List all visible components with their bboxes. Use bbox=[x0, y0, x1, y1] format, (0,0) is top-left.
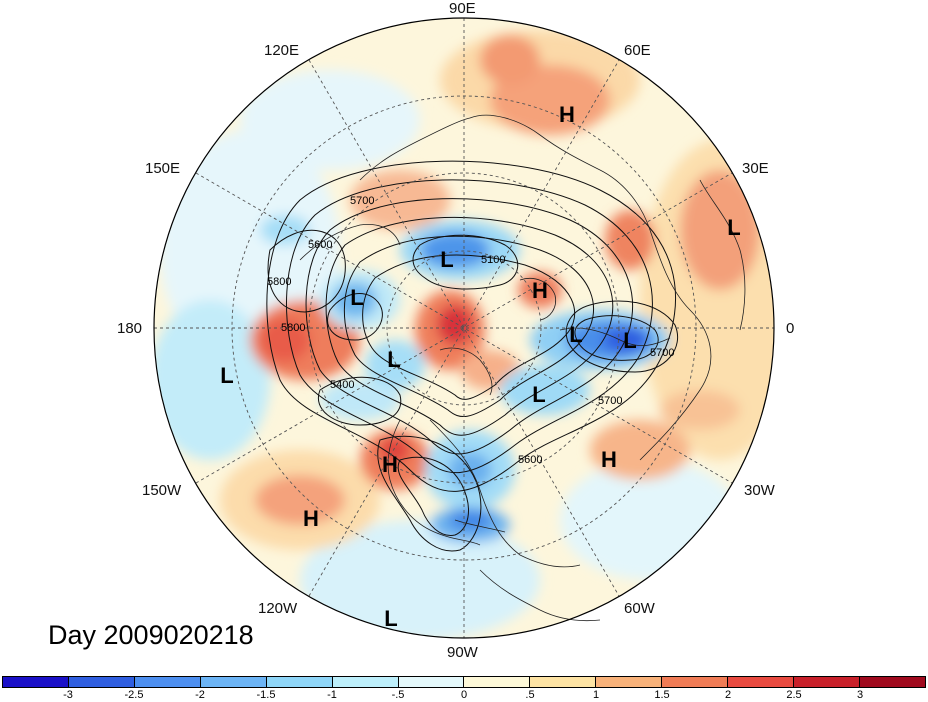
lon-label-180: 180 bbox=[117, 320, 143, 337]
colorbar-segment bbox=[662, 677, 729, 687]
colorbar-tick-label: 3 bbox=[856, 689, 864, 701]
low-pressure-center: L bbox=[727, 215, 741, 240]
contour-label: 5800 bbox=[267, 276, 291, 288]
lon-label-150w: 150W bbox=[142, 482, 182, 499]
colorbar-segment bbox=[134, 677, 201, 687]
contour-label: 5600 bbox=[518, 454, 542, 466]
colorbar-tick-label: -1 bbox=[327, 689, 337, 701]
lon-label-30e: 30E bbox=[742, 160, 769, 177]
low-pressure-center: L bbox=[569, 322, 583, 347]
contour-label: 5700 bbox=[650, 347, 674, 359]
lon-label-60w: 60W bbox=[624, 600, 655, 617]
lon-label-150e: 150E bbox=[145, 160, 181, 177]
high-pressure-center: H bbox=[559, 102, 575, 127]
contour-lines bbox=[266, 160, 679, 552]
contour-label: 5800 bbox=[281, 322, 305, 334]
colorbar-tick-label: 2 bbox=[724, 689, 732, 701]
lon-label-30w: 30W bbox=[744, 482, 775, 499]
colorbar bbox=[2, 676, 926, 688]
colorbar-segment bbox=[3, 677, 69, 687]
contour-value-labels: 5700 5600 5800 5800 5100 5400 5700 5700 … bbox=[267, 195, 674, 466]
colorbar-tick-label: -1.5 bbox=[256, 689, 276, 701]
colorbar-segment bbox=[68, 677, 135, 687]
lon-label-120e: 120E bbox=[264, 42, 300, 59]
polar-map: 5700 5600 5800 5800 5100 5400 5700 5700 … bbox=[153, 17, 775, 639]
colorbar-segment bbox=[398, 677, 465, 687]
colorbar-segment bbox=[859, 677, 925, 687]
colorbar-segment bbox=[200, 677, 267, 687]
colorbar-tick-label: .5 bbox=[525, 689, 535, 701]
graticule bbox=[154, 18, 774, 638]
colorbar-tick-label: -2.5 bbox=[124, 689, 144, 701]
low-pressure-center: L bbox=[532, 382, 546, 407]
contour-label: 5700 bbox=[350, 195, 374, 207]
low-pressure-center: L bbox=[220, 363, 234, 388]
colorbar-tick-label: -.5 bbox=[391, 689, 405, 701]
lon-label-120w: 120W bbox=[258, 600, 298, 617]
high-pressure-center: H bbox=[303, 506, 319, 531]
contour-label: 5700 bbox=[598, 395, 622, 407]
anomaly-field bbox=[154, 18, 774, 638]
colorbar-ticks: -3 -2.5 -2 -1.5 -1 -.5 0 .5 1 1.5 2 2.5 3 bbox=[0, 689, 928, 702]
low-pressure-center: L bbox=[350, 285, 364, 310]
low-pressure-center: L bbox=[384, 606, 398, 631]
colorbar-segment bbox=[530, 677, 597, 687]
lon-label-90e: 90E bbox=[449, 0, 476, 17]
contour-label: 5100 bbox=[481, 254, 505, 266]
colorbar-segment bbox=[596, 677, 663, 687]
colorbar-segment bbox=[266, 677, 333, 687]
colorbar-tick-label: 1.5 bbox=[654, 689, 670, 701]
low-pressure-center: L bbox=[387, 347, 401, 372]
colorbar-tick-label: 1 bbox=[592, 689, 600, 701]
contour-label: 5600 bbox=[308, 239, 332, 251]
low-pressure-center: L bbox=[623, 328, 637, 353]
high-pressure-center: H bbox=[382, 452, 398, 477]
colorbar-segment bbox=[464, 677, 531, 687]
colorbar-tick-label: 0 bbox=[460, 689, 468, 701]
high-pressure-center: H bbox=[601, 447, 617, 472]
colorbar-segment bbox=[728, 677, 795, 687]
lon-label-0: 0 bbox=[786, 320, 795, 337]
coastlines bbox=[299, 114, 746, 622]
contour-label: 5400 bbox=[330, 379, 354, 391]
colorbar-tick-label: -3 bbox=[63, 689, 73, 701]
colorbar-segment bbox=[332, 677, 399, 687]
lon-label-60e: 60E bbox=[624, 42, 651, 59]
day-label: Day 2009020218 bbox=[48, 620, 254, 650]
colorbar-tick-label: 2.5 bbox=[786, 689, 802, 701]
low-pressure-center: L bbox=[440, 247, 454, 272]
map-boundary bbox=[153, 17, 775, 639]
colorbar-tick-label: -2 bbox=[195, 689, 205, 701]
lon-label-90w: 90W bbox=[447, 644, 478, 661]
high-pressure-center: H bbox=[532, 278, 548, 303]
colorbar-segment bbox=[794, 677, 860, 687]
